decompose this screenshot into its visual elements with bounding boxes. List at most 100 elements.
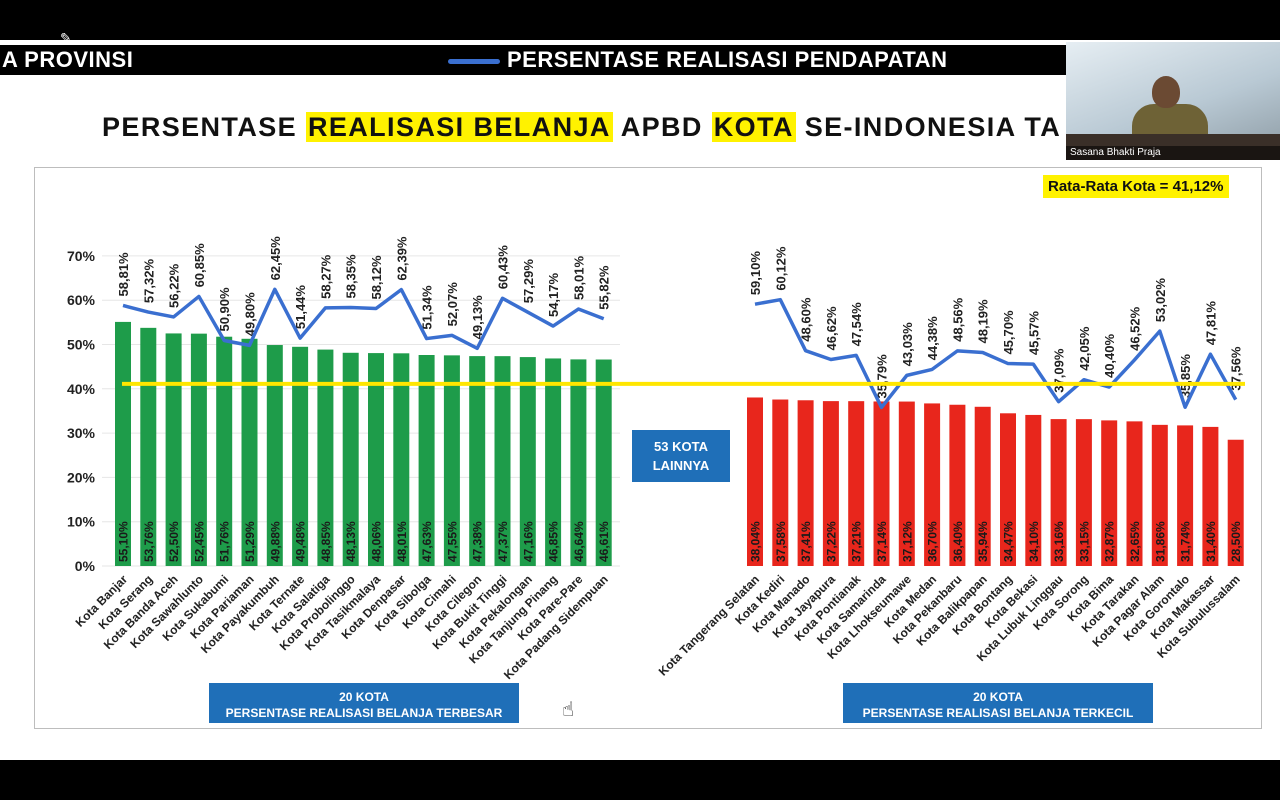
line-value-label: 55,82%: [597, 265, 612, 310]
bar-value-label: 48,06%: [370, 521, 384, 562]
bar: [1101, 420, 1118, 566]
title-part-1: PERSENTASE: [102, 112, 306, 142]
bar: [949, 404, 966, 566]
line-value-label: 37,09%: [1052, 348, 1067, 393]
bar-value-label: 51,29%: [243, 521, 257, 562]
bar-value-label: 31,86%: [1153, 521, 1167, 562]
line-value-label: 48,60%: [799, 297, 814, 342]
legend-line-icon: [448, 59, 500, 64]
top20-line2: PERSENTASE REALISASI BELANJA TERBESAR: [225, 706, 503, 720]
y-tick-label: 70%: [67, 248, 96, 264]
bar: [595, 359, 612, 566]
bar-value-label: 48,01%: [395, 521, 409, 562]
webcam-overlay: Sasana Bhakti Praja: [1066, 42, 1280, 160]
bar: [216, 336, 233, 566]
line-value-label: 53,02%: [1153, 278, 1168, 323]
bar-value-label: 31,74%: [1179, 521, 1193, 562]
bar-value-label: 37,41%: [799, 521, 813, 562]
bar: [190, 333, 207, 566]
legend-label: PERSENTASE REALISASI PENDAPATAN: [507, 47, 948, 72]
bar: [747, 397, 763, 566]
y-tick-label: 10%: [67, 514, 96, 530]
line-value-label: 45,57%: [1026, 311, 1041, 356]
line-value-label: 58,27%: [318, 254, 333, 299]
bar-value-label: 37,22%: [824, 521, 838, 562]
line-value-label: 37,56%: [1229, 346, 1244, 391]
line-value-label: 56,22%: [167, 263, 182, 308]
bar-value-label: 49,48%: [294, 521, 308, 562]
bottom20-box: 20 KOTA PERSENTASE REALISASI BELANJA TER…: [843, 683, 1153, 723]
webcam-person-head: [1152, 76, 1180, 108]
y-tick-label: 20%: [67, 469, 96, 485]
pen-cursor-icon: ✎: [60, 30, 72, 46]
bar-value-label: 51,76%: [218, 521, 232, 562]
line-value-label: 47,54%: [849, 302, 864, 347]
bar-value-label: 52,45%: [192, 521, 206, 562]
line-value-label: 60,85%: [192, 243, 207, 288]
bar-value-label: 38,04%: [749, 521, 763, 562]
average-badge: Rata-Rata Kota = 41,12%: [1043, 175, 1229, 198]
bar-value-label: 55,10%: [117, 521, 131, 562]
line-value-label: 58,81%: [116, 252, 131, 297]
category-label: Kota Tangerang Selatan: [656, 572, 762, 678]
pendapatan-series-line: [754, 297, 1238, 410]
line-value-label: 57,32%: [141, 259, 156, 304]
bar-value-label: 33,15%: [1077, 521, 1091, 562]
bar-value-label: 53,76%: [142, 521, 156, 562]
bar-value-label: 37,21%: [850, 521, 864, 562]
y-tick-label: 30%: [67, 425, 96, 441]
title-part-3: APBD: [612, 112, 712, 142]
bar-value-label: 31,40%: [1204, 521, 1218, 562]
header-left-text: A PROVINSI: [2, 47, 134, 72]
bar-value-label: 37,58%: [774, 521, 788, 562]
line-value-label: 35,79%: [875, 354, 890, 399]
bar: [1025, 414, 1042, 566]
bar: [1075, 419, 1092, 566]
bar: [797, 400, 814, 566]
bar: [772, 399, 789, 566]
bar: [1227, 439, 1244, 566]
y-tick-label: 0%: [75, 558, 96, 574]
line-value-label: 58,12%: [369, 255, 384, 300]
bar: [822, 401, 839, 566]
bar: [443, 355, 460, 566]
line-value-label: 40,40%: [1102, 333, 1117, 378]
line-value-label: 62,45%: [268, 236, 283, 281]
line-value-label: 43,03%: [900, 322, 915, 367]
line-value-label: 49,13%: [470, 295, 485, 340]
bar: [494, 356, 511, 566]
bar: [848, 401, 865, 566]
bar: [898, 401, 915, 566]
bar: [317, 349, 334, 566]
bar: [1202, 426, 1219, 566]
bar-value-label: 47,38%: [471, 521, 485, 562]
bar-value-label: 37,14%: [875, 521, 889, 562]
line-value-label: 42,05%: [1077, 326, 1092, 371]
bar-value-label: 37,12%: [900, 521, 914, 562]
bar: [469, 356, 486, 566]
bar: [1050, 419, 1067, 566]
bar-value-label: 46,61%: [597, 521, 611, 562]
bar: [1151, 424, 1168, 566]
top20-line1: 20 KOTA: [339, 690, 389, 704]
bar-value-label: 36,40%: [951, 521, 965, 562]
bar-value-label: 34,10%: [1027, 521, 1041, 562]
bar: [418, 354, 435, 566]
bar-value-label: 48,85%: [319, 521, 333, 562]
bar: [292, 346, 309, 566]
bar-value-label: 47,16%: [521, 521, 535, 562]
bar-value-label: 46,85%: [547, 521, 561, 562]
line-value-label: 46,52%: [1128, 306, 1143, 351]
bar-value-label: 32,87%: [1103, 521, 1117, 562]
bar: [1126, 421, 1143, 566]
line-value-label: 59,10%: [748, 251, 763, 296]
bar: [924, 403, 941, 566]
other-cities-line1: 53 KOTA: [654, 439, 708, 454]
bar-value-label: 52,50%: [167, 521, 181, 562]
bar: [873, 401, 890, 566]
line-value-label: 48,19%: [976, 299, 991, 344]
bar: [241, 338, 258, 566]
bar: [165, 333, 182, 566]
y-tick-label: 50%: [67, 337, 96, 353]
